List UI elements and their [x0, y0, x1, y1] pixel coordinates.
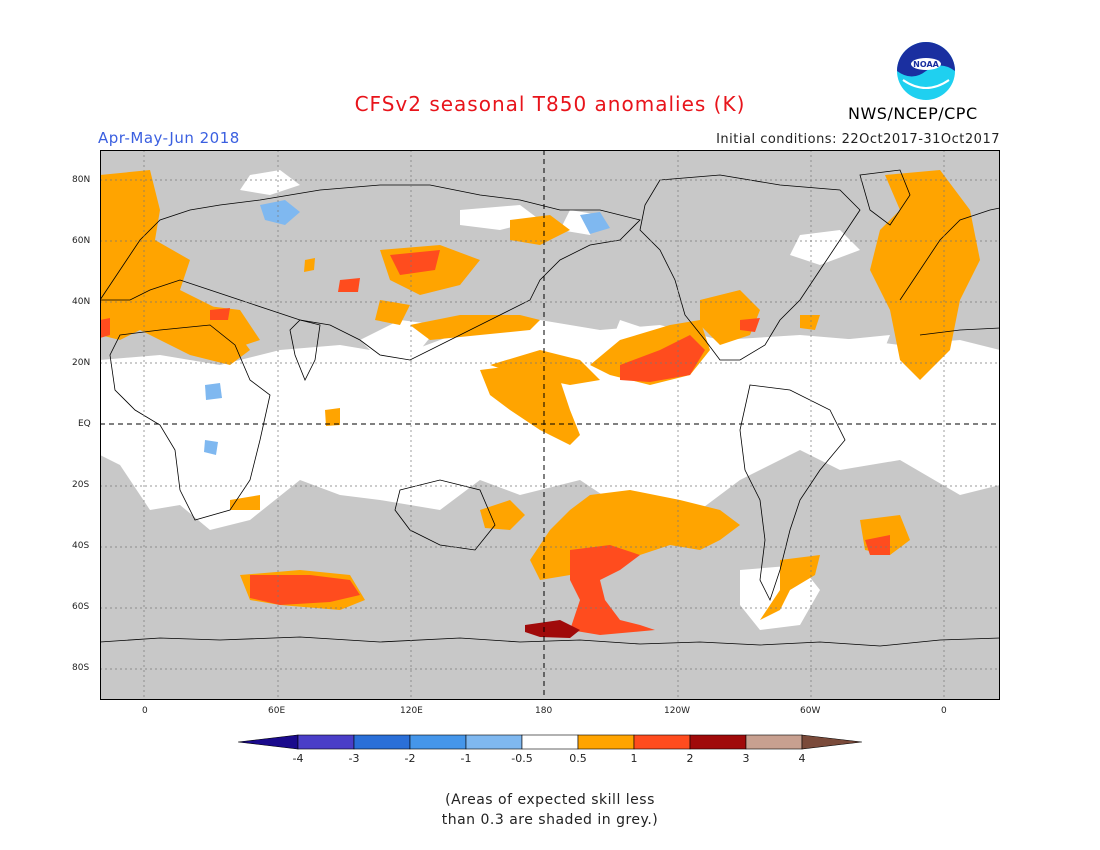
legend-tick-label: 2	[686, 752, 694, 765]
lat-label: 80N	[72, 175, 91, 185]
very-strong-warm-anomaly-region	[525, 620, 580, 638]
agency-label: NWS/NCEP/CPC	[848, 104, 978, 123]
lat-label: 40S	[72, 541, 90, 551]
legend-arrow-low	[238, 734, 299, 750]
lon-label: 120E	[400, 706, 423, 716]
legend-tick-label: -3	[348, 752, 360, 765]
legend-arrow-high	[801, 734, 862, 750]
lat-label: 60S	[72, 602, 90, 612]
lon-label: 180	[535, 706, 553, 716]
lat-label: 20S	[72, 480, 90, 490]
negative-anomaly-regions	[204, 200, 610, 455]
strong-warm-anomaly-regions	[100, 250, 890, 635]
legend-tick-label: -1	[460, 752, 472, 765]
legend-tick-label: -2	[404, 752, 416, 765]
noaa-logo: NOAA	[897, 42, 955, 100]
initial-conditions-label: Initial conditions: 22Oct2017-31Oct2017	[716, 132, 1000, 147]
legend-tick-label: -4	[292, 752, 304, 765]
legend-color-box	[297, 734, 355, 750]
legend-color-box	[745, 734, 803, 750]
lat-label: EQ	[78, 419, 91, 429]
legend-color-box	[353, 734, 411, 750]
season-label: Apr-May-Jun 2018	[98, 129, 240, 147]
skill-note-line1: (Areas of expected skill less	[445, 792, 655, 808]
legend-color-box	[409, 734, 467, 750]
lon-label: 0	[142, 706, 148, 716]
coastlines	[100, 169, 1000, 647]
skill-note-line2: than 0.3 are shaded in grey.)	[441, 812, 659, 828]
legend-tick-label: 1	[630, 752, 638, 765]
color-legend	[238, 734, 862, 750]
lat-label: 80S	[72, 663, 90, 673]
legend-color-box	[633, 734, 691, 750]
anomaly-map	[100, 150, 1000, 700]
legend-color-box	[689, 734, 747, 750]
graticule	[100, 150, 1000, 700]
equator-dateline	[100, 150, 1000, 700]
lat-label: 40N	[72, 297, 91, 307]
legend-tick-label: -0.5	[511, 752, 533, 765]
lon-label: 120W	[664, 706, 691, 716]
legend-tick-label: 3	[742, 752, 750, 765]
map-title: CFSv2 seasonal T850 anomalies (K)	[354, 92, 746, 116]
lat-label: 60N	[72, 236, 91, 246]
legend-tick-label: 4	[798, 752, 806, 765]
legend-color-box	[465, 734, 523, 750]
lon-label: 60W	[800, 706, 821, 716]
lon-label: 60E	[268, 706, 286, 716]
legend-color-box	[521, 734, 579, 750]
lon-label: 0	[941, 706, 947, 716]
lat-label: 20N	[72, 358, 91, 368]
legend-tick-label: 0.5	[569, 752, 587, 765]
legend-color-box	[577, 734, 635, 750]
logo-text: NOAA	[913, 60, 939, 69]
